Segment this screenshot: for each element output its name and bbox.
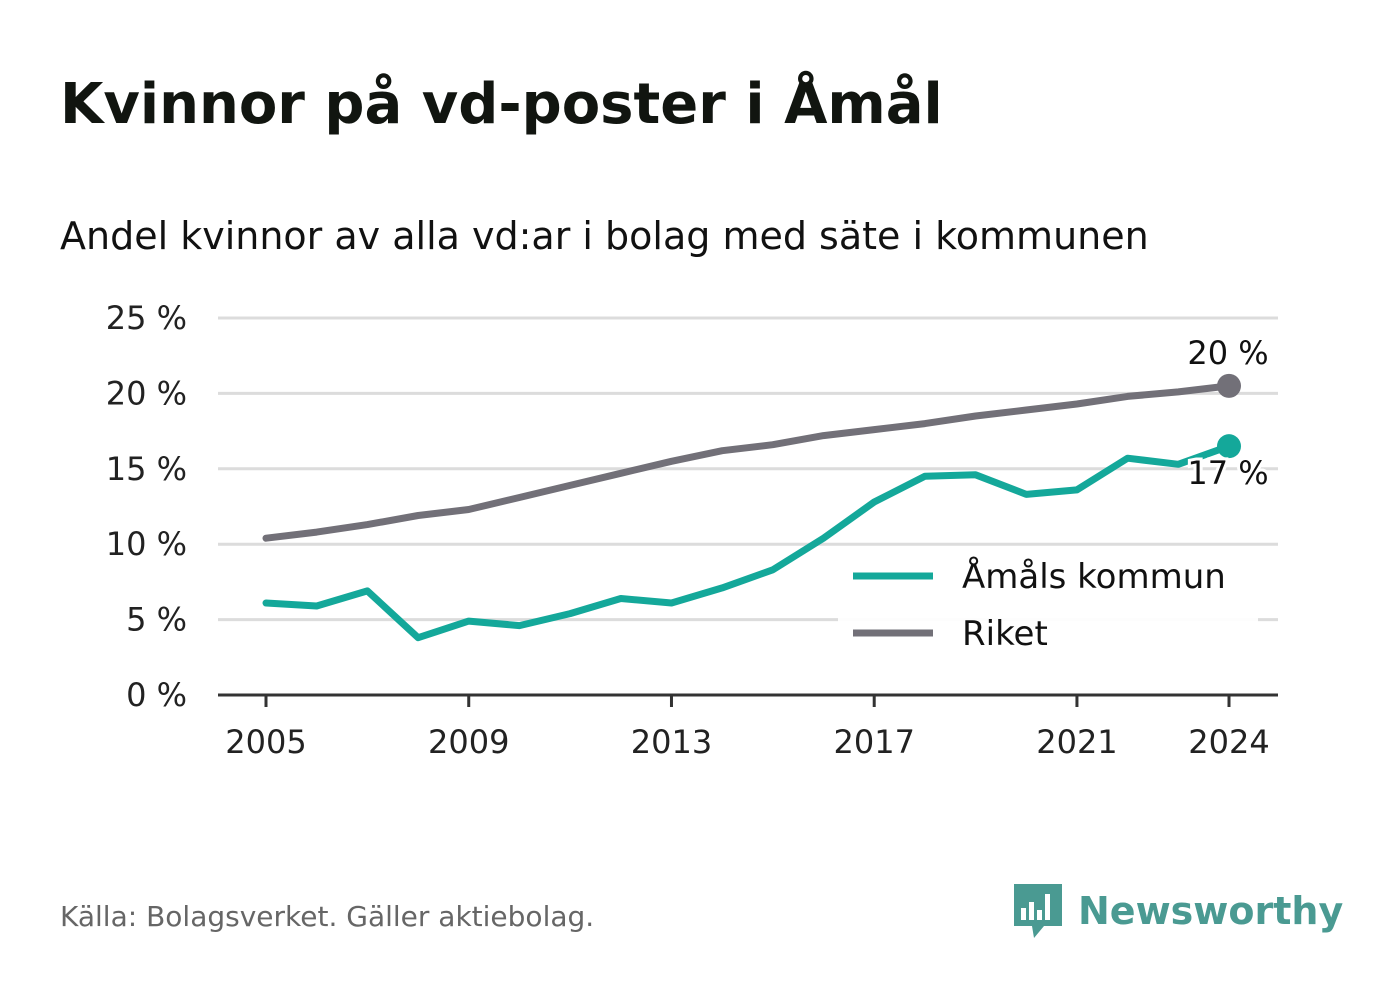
legend-background	[838, 548, 1258, 660]
series-lines	[262, 382, 1233, 642]
end-labels: 17 % 20 %	[1184, 331, 1271, 495]
x-tick-label: 2024	[1188, 723, 1269, 761]
brand-name: Newsworthy	[1078, 889, 1344, 933]
legend-entry: Riket	[962, 614, 1048, 654]
chart-title: Kvinnor på vd-poster i Åmål	[60, 72, 943, 137]
end-value-label: 20 %	[1187, 334, 1268, 372]
end-value-label: 17 %	[1187, 454, 1268, 492]
y-tick-label: 20 %	[106, 374, 187, 412]
y-tick-label: 5 %	[126, 601, 187, 639]
end-point-marker	[1217, 434, 1241, 459]
series-line-amal	[262, 442, 1233, 642]
x-tick-label: 2009	[428, 723, 509, 761]
y-tick-label: 25 %	[106, 299, 187, 337]
x-tick-label: 2005	[225, 723, 306, 761]
source-note: Källa: Bolagsverket. Gäller aktiebolag.	[60, 900, 595, 933]
end-point-marker	[1217, 373, 1241, 398]
x-tick-label: 2017	[833, 723, 914, 761]
chart-subtitle: Andel kvinnor av alla vd:ar i bolag med …	[60, 214, 1149, 258]
y-tick-label: 10 %	[106, 525, 187, 563]
y-tick-label: 15 %	[106, 450, 187, 488]
x-axis: 2005 2009 2013 2017 2021 2024	[218, 693, 1278, 761]
legend-entry: Åmåls kommun	[962, 556, 1226, 597]
x-tick-label: 2013	[631, 723, 712, 761]
y-axis-tick-labels: 0 % 5 % 10 % 15 % 20 % 25 %	[106, 299, 187, 714]
x-tick-label: 2021	[1036, 723, 1117, 761]
newsworthy-logo: Newsworthy	[1010, 880, 1343, 942]
bar-chart-speech-bubble-icon	[1014, 884, 1062, 938]
y-tick-label: 0 %	[126, 676, 187, 714]
series-line-riket	[262, 382, 1233, 542]
legend: Åmåls kommun Riket	[838, 548, 1258, 660]
